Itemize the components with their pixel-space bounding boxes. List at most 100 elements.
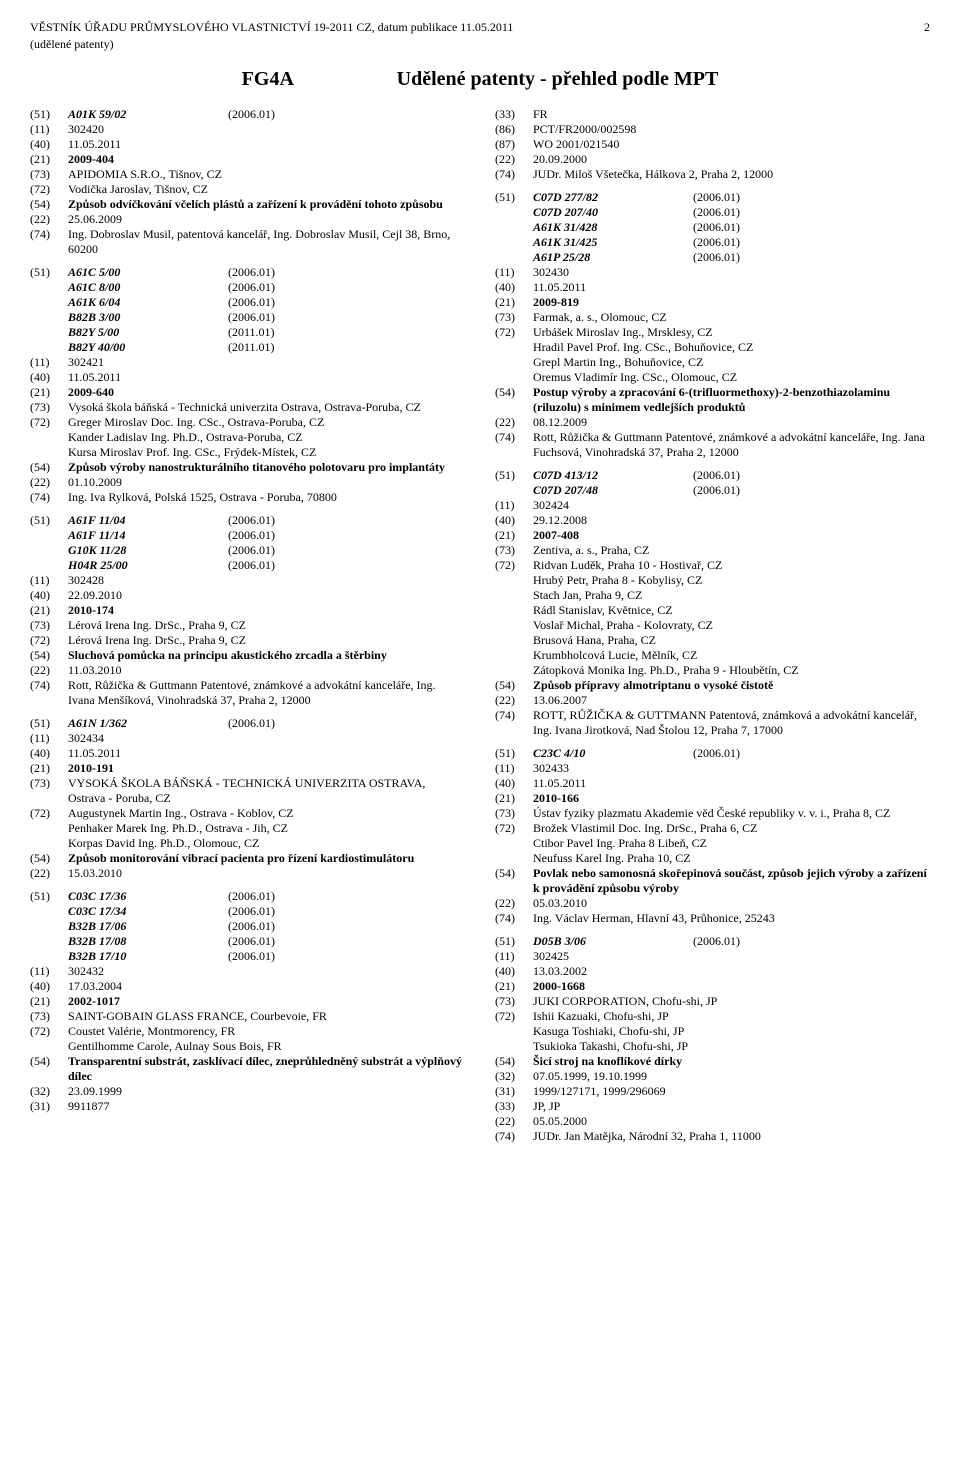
field-value: 302434 — [68, 731, 465, 746]
field-row: (72)Lérová Irena Ing. DrSc., Praha 9, CZ — [30, 633, 465, 648]
field-code: (11) — [30, 355, 68, 370]
ipc-value: G10K 11/28(2006.01) — [68, 543, 465, 558]
ipc-year: (2006.01) — [693, 220, 763, 235]
field-row: (73)Zentiva, a. s., Praha, CZ — [495, 543, 930, 558]
field-value: Farmak, a. s., Olomouc, CZ — [533, 310, 930, 325]
header-line-1: VĚSTNÍK ÚŘADU PRŮMYSLOVÉHO VLASTNICTVÍ 1… — [30, 20, 513, 34]
field-row: (11)302424 — [495, 498, 930, 513]
field-code: (22) — [30, 663, 68, 678]
ipc-row: A61K 31/425(2006.01) — [495, 235, 930, 250]
field-code: (21) — [495, 979, 533, 994]
ipc-value: C03C 17/36(2006.01) — [68, 889, 465, 904]
field-row: (40)13.03.2002 — [495, 964, 930, 979]
field-row: (73)Vysoká škola báňská - Technická univ… — [30, 400, 465, 415]
field-code: (72) — [30, 633, 68, 648]
field-value: Povlak nebo samonosná skořepinová součás… — [533, 866, 930, 896]
ipc-value: B82Y 40/00(2011.01) — [68, 340, 465, 355]
field-row: (11)302421 — [30, 355, 465, 370]
field-value: 2010-166 — [533, 791, 930, 806]
ipc-row: (51)C07D 413/12(2006.01) — [495, 468, 930, 483]
field-row: (21)2007-408 — [495, 528, 930, 543]
field-value: JUKI CORPORATION, Chofu-shi, JP — [533, 994, 930, 1009]
ipc-value: A61N 1/362(2006.01) — [68, 716, 465, 731]
ipc-row: B82B 3/00(2006.01) — [30, 310, 465, 325]
field-row: (74)Rott, Růžička & Guttmann Patentové, … — [30, 678, 465, 708]
ipc-row: B82Y 40/00(2011.01) — [30, 340, 465, 355]
field-value: Lérová Irena Ing. DrSc., Praha 9, CZ — [68, 633, 465, 648]
ipc-year: (2011.01) — [228, 340, 298, 355]
ipc-value: A61K 31/425(2006.01) — [533, 235, 930, 250]
ipc-class: C23C 4/10 — [533, 746, 693, 761]
ipc-value: B82Y 5/00(2011.01) — [68, 325, 465, 340]
field-code: (54) — [30, 1054, 68, 1069]
ipc-row: H04R 25/00(2006.01) — [30, 558, 465, 573]
field-value: 302420 — [68, 122, 465, 137]
field-row: (21)2009-404 — [30, 152, 465, 167]
ipc-class: A61K 6/04 — [68, 295, 228, 310]
field-code: (72) — [30, 1024, 68, 1039]
field-row: (54)Způsob monitorování vibrací pacienta… — [30, 851, 465, 866]
field-code: (74) — [495, 708, 533, 723]
field-code: (11) — [30, 964, 68, 979]
ipc-year: (2006.01) — [228, 919, 298, 934]
field-value: JUDr. Jan Matějka, Národní 32, Praha 1, … — [533, 1129, 930, 1144]
ipc-year: (2006.01) — [228, 949, 298, 964]
field-code: (72) — [495, 325, 533, 340]
ipc-year: (2006.01) — [228, 543, 298, 558]
ipc-year: (2006.01) — [693, 746, 763, 761]
field-code: (40) — [30, 979, 68, 994]
field-row: (40)17.03.2004 — [30, 979, 465, 994]
ipc-row: B82Y 5/00(2011.01) — [30, 325, 465, 340]
ipc-value: A61K 31/428(2006.01) — [533, 220, 930, 235]
field-value: Sluchová pomůcka na principu akustického… — [68, 648, 465, 663]
field-row: (54)Transparentní substrát, zasklívací d… — [30, 1054, 465, 1084]
ipc-row: A61K 31/428(2006.01) — [495, 220, 930, 235]
field-code: (51) — [495, 468, 533, 483]
field-value: 05.03.2010 — [533, 896, 930, 911]
field-value: ROTT, RŮŽIČKA & GUTTMANN Patentová, znám… — [533, 708, 930, 738]
field-code: (21) — [495, 791, 533, 806]
field-value: WO 2001/021540 — [533, 137, 930, 152]
field-code: (72) — [30, 415, 68, 430]
field-code: (11) — [30, 573, 68, 588]
field-row: (21)2010-174 — [30, 603, 465, 618]
ipc-class: C07D 277/82 — [533, 190, 693, 205]
ipc-value: B32B 17/08(2006.01) — [68, 934, 465, 949]
separator — [495, 738, 930, 746]
ipc-year: (2006.01) — [228, 934, 298, 949]
ipc-row: B32B 17/06(2006.01) — [30, 919, 465, 934]
field-row: (74)JUDr. Miloš Všetečka, Hálkova 2, Pra… — [495, 167, 930, 182]
ipc-value: C07D 207/40(2006.01) — [533, 205, 930, 220]
field-row: (73)APIDOMIA S.R.O., Tišnov, CZ — [30, 167, 465, 182]
field-value: Postup výroby a zpracování 6-(trifluorme… — [533, 385, 930, 415]
separator — [30, 708, 465, 716]
field-row: (72)Coustet Valérie, Montmorency, FRGent… — [30, 1024, 465, 1054]
field-code: (73) — [30, 776, 68, 791]
ipc-value: A61F 11/04(2006.01) — [68, 513, 465, 528]
field-row: (21)2009-640 — [30, 385, 465, 400]
ipc-year: (2006.01) — [228, 265, 298, 280]
field-row: (54)Způsob odvíčkování včelích plástů a … — [30, 197, 465, 212]
right-column: (33)FR(86)PCT/FR2000/002598(87)WO 2001/0… — [495, 107, 930, 1144]
field-row: (21)2002-1017 — [30, 994, 465, 1009]
field-row: (72)Ridvan Luděk, Praha 10 - Hostivař, C… — [495, 558, 930, 678]
ipc-class: B32B 17/06 — [68, 919, 228, 934]
field-value: 2000-1668 — [533, 979, 930, 994]
field-value: 13.06.2007 — [533, 693, 930, 708]
field-value: 07.05.1999, 19.10.1999 — [533, 1069, 930, 1084]
field-row: (87)WO 2001/021540 — [495, 137, 930, 152]
field-value: 2010-191 — [68, 761, 465, 776]
ipc-year: (2011.01) — [228, 325, 298, 340]
field-code: (51) — [30, 716, 68, 731]
ipc-year: (2006.01) — [693, 250, 763, 265]
ipc-class: B82Y 5/00 — [68, 325, 228, 340]
field-code: (32) — [30, 1084, 68, 1099]
ipc-value: C07D 207/48(2006.01) — [533, 483, 930, 498]
field-code: (11) — [30, 122, 68, 137]
ipc-class: A61F 11/04 — [68, 513, 228, 528]
field-row: (54)Způsob výroby nanostrukturálního tit… — [30, 460, 465, 475]
field-code: (22) — [495, 415, 533, 430]
field-value: Ústav fyziky plazmatu Akademie věd České… — [533, 806, 930, 821]
field-row: (22)25.06.2009 — [30, 212, 465, 227]
ipc-row: (51)A61C 5/00(2006.01) — [30, 265, 465, 280]
